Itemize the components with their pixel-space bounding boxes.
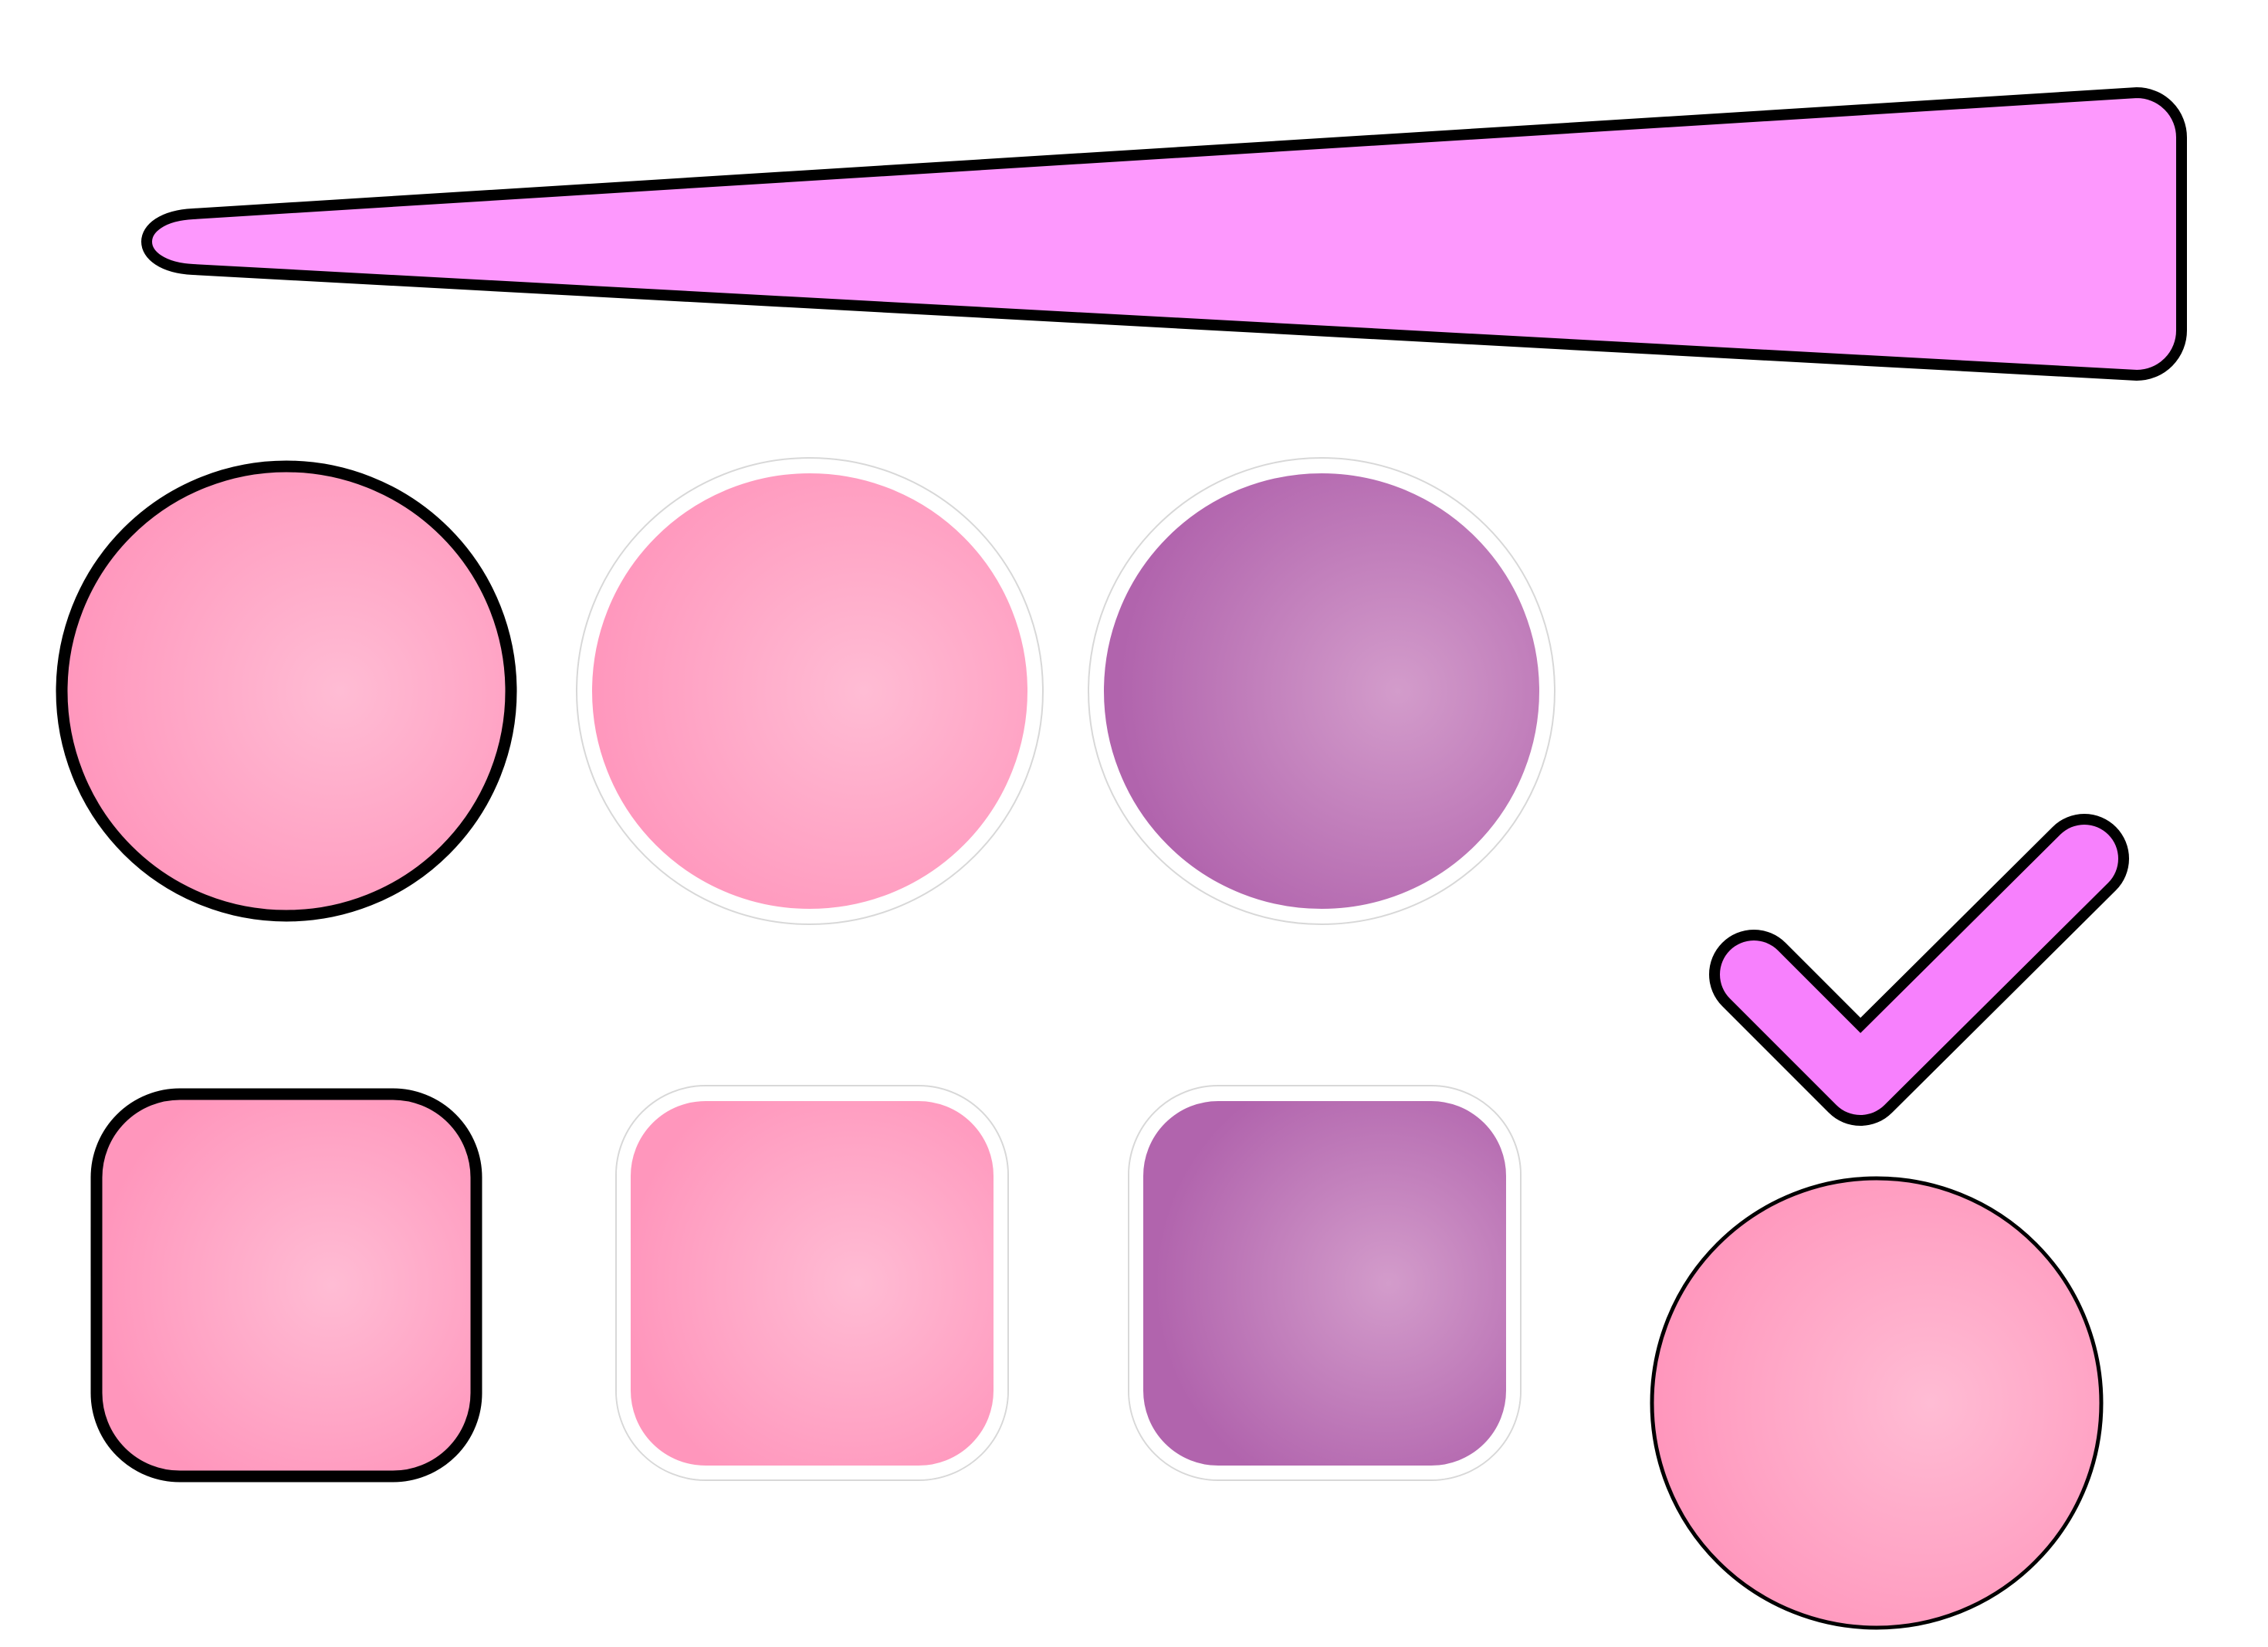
pink-circle-button-white-border[interactable]	[576, 457, 1044, 925]
pink-circle-button-icon	[56, 460, 517, 922]
pink-circle-button-black-border[interactable]	[56, 460, 517, 922]
checkmark-fill	[1720, 825, 2118, 1115]
pink-rounded-square-button-white-border[interactable]	[615, 1085, 1009, 1481]
purple-rounded-square-button-white-border[interactable]	[1128, 1085, 1522, 1481]
white-halo-ring	[576, 457, 1044, 925]
pink-circle-button-icon	[1650, 1176, 2104, 1630]
white-halo-ring	[615, 1085, 1009, 1481]
tapered-wedge-icon	[141, 87, 2187, 381]
pink-rounded-square-button-icon	[617, 1087, 1007, 1479]
purple-rounded-square-button-icon	[1129, 1087, 1520, 1479]
pink-rounded-square-button-black-border[interactable]	[90, 1088, 482, 1483]
purple-circle-button-white-border[interactable]	[1088, 457, 1555, 925]
white-halo-ring	[1128, 1085, 1522, 1481]
pink-circle-button-icon	[578, 459, 1041, 923]
white-halo-ring	[1088, 457, 1555, 925]
checkmark-icon	[1709, 814, 2129, 1126]
pink-circle-button-thin-border[interactable]	[1650, 1176, 2104, 1630]
purple-circle-button-icon	[1090, 459, 1553, 923]
pink-rounded-square-button-icon	[90, 1088, 482, 1483]
